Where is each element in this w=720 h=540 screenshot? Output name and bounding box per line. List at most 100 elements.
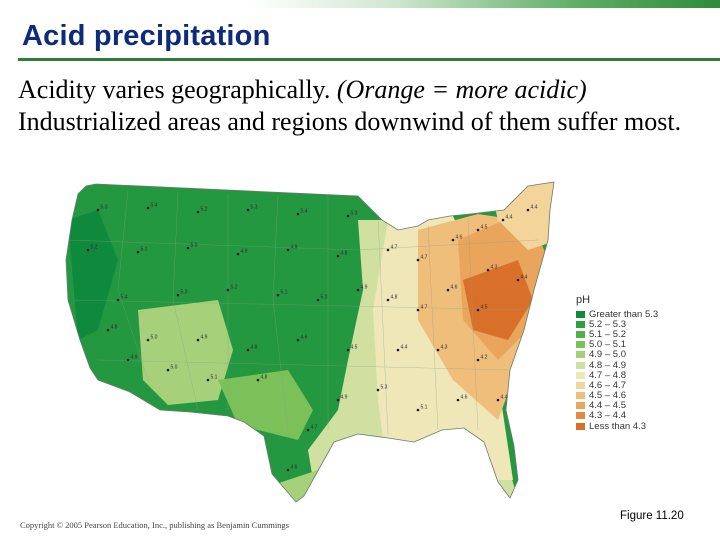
legend-swatch — [576, 381, 585, 389]
station-dot — [396, 348, 400, 352]
station-label: 4.8 — [261, 375, 268, 381]
legend-rows: Greater than 5.3 5.2 – 5.3 5.1 – 5.2 5.0 – … — [576, 308, 659, 432]
slide-body: Acidity varies geographically. (Orange =… — [18, 74, 708, 138]
figure-label: Figure 11.20 — [620, 510, 684, 522]
legend-swatch — [576, 392, 585, 400]
legend-label: 4.9 – 5.0 — [589, 349, 626, 361]
station-label: 5.3 — [181, 290, 188, 296]
station-dot — [196, 338, 200, 342]
station-label: 5.1 — [211, 375, 218, 381]
station-dot — [86, 248, 90, 252]
station-dot — [146, 206, 150, 210]
station-dot — [256, 378, 260, 382]
legend-label: 5.0 – 5.1 — [589, 339, 626, 351]
station-label: 5.1 — [141, 247, 148, 253]
station-dot — [196, 210, 200, 214]
station-dot — [446, 288, 450, 292]
body-line1: Acidity varies geographically. — [18, 75, 337, 104]
station-dot — [336, 254, 340, 258]
copyright-notice: Copyright © 2005 Pearson Education, Inc.… — [20, 520, 289, 530]
station-dot — [386, 248, 390, 252]
station-label: 5.2 — [231, 285, 238, 291]
station-label: 4.8 — [341, 251, 348, 257]
station-label: 5.3 — [381, 385, 388, 391]
station-dot — [276, 293, 280, 297]
legend-label: Less than 4.3 — [589, 420, 647, 432]
legend-item: 4.6 – 4.7 — [576, 380, 658, 391]
legend-item: 5.0 – 5.1 — [576, 339, 658, 351]
legend-swatch — [576, 310, 585, 318]
station-dot — [476, 228, 480, 232]
legend-item: Greater than 5.3 — [576, 308, 659, 320]
body-line1-italic: (Orange = more acidic) — [336, 75, 587, 104]
station-label: 4.7 — [391, 245, 398, 251]
station-dot — [296, 338, 300, 342]
legend-label: 4.8 – 4.9 — [589, 359, 626, 371]
us-outline — [65, 181, 555, 503]
station-markers: 5.3 5.4 5.2 5.3 5.4 5.3 5.2 5.1 5.0 4.9 4.9 4.8 4.7 4… — [86, 203, 538, 472]
station-label: 4.6 — [451, 285, 458, 291]
station-label: 5.1 — [281, 290, 288, 296]
station-dot — [496, 398, 500, 402]
legend-title: pH — [576, 294, 591, 306]
station-dot — [416, 408, 420, 412]
legend-swatch — [576, 351, 585, 359]
station-label: 5.3 — [101, 205, 108, 211]
legend-item: 4.7 – 4.8 — [576, 370, 658, 381]
legend-label: 5.2 – 5.3 — [589, 318, 626, 330]
station-dot — [206, 378, 210, 382]
station-dot — [286, 468, 290, 472]
station-label: 4.8 — [391, 295, 398, 301]
station-label: 4.5 — [351, 345, 358, 351]
station-label: 4.9 — [361, 285, 368, 291]
station-label: 4.4 — [506, 215, 513, 221]
station-label: 4.4 — [521, 275, 528, 281]
station-label: 4.7 — [311, 425, 318, 431]
station-dot — [116, 298, 120, 302]
station-label: 4.5 — [481, 225, 488, 231]
station-label: 5.4 — [121, 295, 128, 301]
station-label: 5.1 — [421, 405, 428, 411]
station-dot — [486, 268, 490, 272]
station-label: 4.8 — [111, 325, 118, 331]
station-label: 5.0 — [191, 243, 198, 249]
station-label: 4.9 — [341, 395, 348, 401]
station-label: 4.7 — [421, 255, 428, 261]
legend-swatch — [576, 371, 585, 379]
station-dot — [126, 358, 130, 362]
station-label: 4.4 — [501, 395, 508, 401]
station-label: 4.4 — [401, 345, 408, 351]
station-dot — [416, 258, 420, 262]
station-dot — [246, 348, 250, 352]
station-dot — [176, 293, 180, 297]
state-borders — [67, 189, 539, 436]
station-dot — [136, 250, 140, 254]
legend-swatch — [576, 320, 585, 328]
legend-label: 4.4 – 4.5 — [589, 400, 626, 412]
legend-label: 4.5 – 4.6 — [589, 390, 626, 402]
station-label: 4.6 — [461, 395, 468, 401]
legend-item: 4.3 – 4.4 — [576, 410, 658, 421]
station-dot — [286, 248, 290, 252]
legend-swatch — [576, 361, 585, 369]
station-dot — [186, 246, 190, 250]
top-accent-bar — [0, 0, 720, 8]
station-dot — [526, 208, 530, 212]
station-dot — [166, 368, 170, 372]
station-label: 4.8 — [251, 345, 258, 351]
title-divider — [18, 58, 720, 61]
station-label: 4.9 — [291, 245, 298, 251]
legend-swatch — [576, 341, 585, 349]
station-dot — [476, 308, 480, 312]
legend-swatch — [576, 402, 585, 410]
slide-title: Acid precipitation — [22, 20, 271, 52]
station-dot — [316, 298, 320, 302]
legend-item: 5.2 – 5.3 — [576, 318, 658, 330]
legend-item: Less than 4.3 — [576, 420, 658, 432]
station-dot — [306, 428, 310, 432]
station-dot — [436, 348, 440, 352]
legend-item: 4.8 – 4.9 — [576, 359, 658, 371]
body-line2: Industrialized areas and regions downwin… — [18, 107, 682, 136]
station-dot — [146, 338, 150, 342]
legend-label: Greater than 5.3 — [589, 308, 659, 320]
